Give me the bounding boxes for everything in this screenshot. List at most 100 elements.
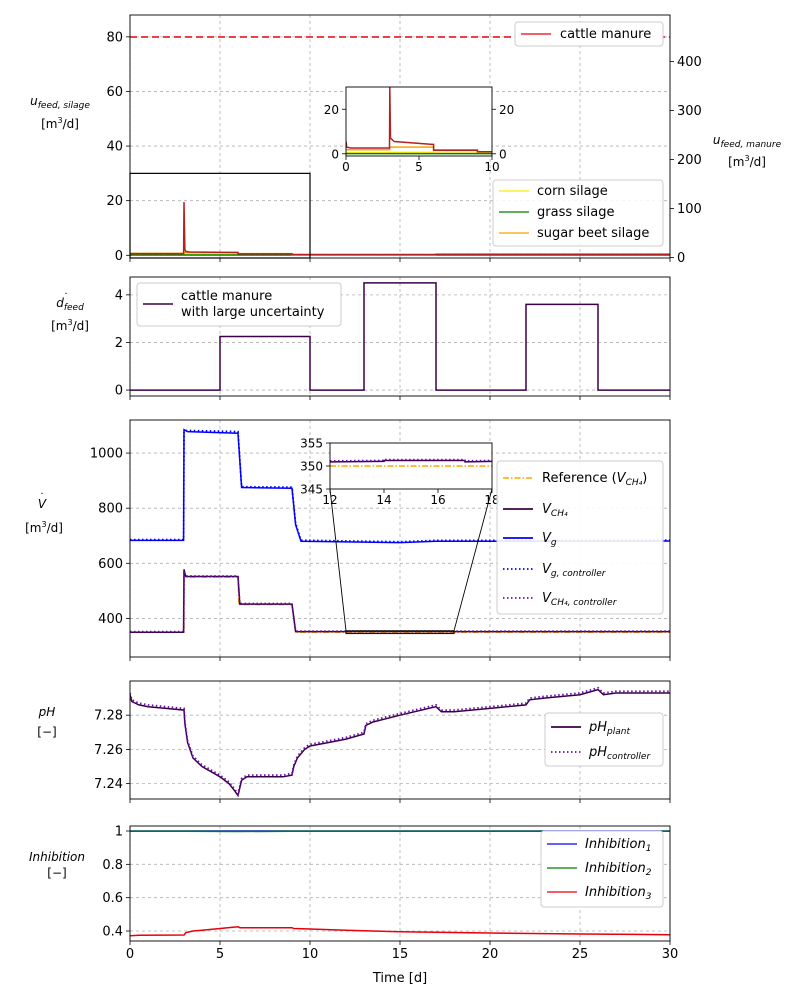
panel5-frame bbox=[129, 825, 671, 942]
panel1-ytick-right-label: 400 bbox=[677, 55, 702, 70]
panel1-series-4 bbox=[130, 201, 670, 256]
panel1-ylabel-main: u bbox=[30, 94, 38, 108]
panel1-ylabel-right: ufeed, manure [m3/d] bbox=[713, 133, 782, 169]
x-axis-label: Time [d] bbox=[372, 971, 427, 986]
panel5-ytick-label: 0.8 bbox=[102, 858, 123, 873]
svg-text:dfeed: dfeed bbox=[56, 296, 84, 313]
svg-text:Reference (VCH₄): Reference (VCH₄) bbox=[542, 471, 647, 488]
panel1-inset-series-group bbox=[346, 87, 492, 155]
panel2-ylabel: dfeed · [m3/d] bbox=[51, 289, 89, 333]
svg-text:[m3/d]: [m3/d] bbox=[41, 116, 79, 131]
panel1-ytick-right-label: 200 bbox=[677, 153, 702, 168]
panel1-ytick-right-label: 0 bbox=[677, 251, 685, 266]
panel5-xtick-label: 5 bbox=[216, 947, 224, 962]
panel2-ytick-label: 4 bbox=[115, 288, 123, 303]
svg-text:Inhibition1: Inhibition1 bbox=[585, 837, 651, 854]
svg-text:V: V bbox=[38, 497, 47, 511]
panel1-ytick-right-label: 300 bbox=[677, 104, 702, 119]
panel3-inset-axes: 12 14 16 18 345 350 355 bbox=[300, 437, 500, 508]
panel1-inset-background bbox=[346, 87, 492, 156]
panel4-series-1 bbox=[130, 686, 670, 797]
panel5-xtick-label: 0 bbox=[126, 947, 134, 962]
panel2-series-0 bbox=[130, 282, 670, 391]
panel1-inset-ytick-label: 0 bbox=[331, 147, 339, 161]
legend-corn-silage: corn silage bbox=[537, 184, 608, 199]
panel3-ytick-label: 400 bbox=[98, 612, 123, 627]
panel2-series-group bbox=[130, 282, 670, 391]
panel1-ytick-label: 20 bbox=[106, 194, 123, 209]
axes-layer: 020406080010020030040002440060080010007.… bbox=[90, 14, 702, 962]
panel3-inset-xtick-label: 18 bbox=[484, 493, 499, 507]
panel1-ytick-right-label: 100 bbox=[677, 202, 702, 217]
panel3-zoom-region bbox=[345, 630, 455, 635]
panel5-xtick-label: 25 bbox=[572, 947, 589, 962]
panel3-inset-series-group bbox=[330, 458, 492, 467]
svg-text:[−]: [−] bbox=[37, 725, 56, 739]
panel4-ytick-label: 7.28 bbox=[94, 709, 123, 724]
panel3-inset-xtick-label: 16 bbox=[430, 493, 445, 507]
panel2-legend: cattle manure with large uncertainty bbox=[136, 282, 342, 327]
panel3-inset-frame bbox=[329, 442, 493, 490]
svg-text:[m3/d]: [m3/d] bbox=[51, 318, 89, 333]
legend-cattle-manure: cattle manure bbox=[560, 27, 651, 42]
panel1-inset-series-3 bbox=[346, 87, 492, 153]
panel4-ytick-label: 7.24 bbox=[94, 777, 123, 792]
svg-text:Inhibition2: Inhibition2 bbox=[585, 861, 652, 878]
panel3-zoom-connector-right bbox=[453, 488, 493, 631]
svg-text:pH: pH bbox=[38, 705, 56, 719]
panel3-ytick-label: 800 bbox=[98, 502, 123, 517]
panel4-ylabel: pH [−] bbox=[37, 705, 56, 739]
panel1-inset-xtick-label: 0 bbox=[342, 160, 350, 174]
panel5-ylabel: Inhibition [−] bbox=[29, 850, 85, 880]
panel1-inset-ytick-right-label: 0 bbox=[499, 147, 507, 161]
panel5-ytick-label: 0.6 bbox=[102, 891, 123, 906]
panel1-zoom-region bbox=[129, 172, 311, 259]
panel5-xtick-label: 30 bbox=[662, 947, 679, 962]
legend-sugar-beet-silage: sugar beet silage bbox=[537, 226, 649, 241]
panel1-series-group bbox=[130, 36, 670, 256]
panel3-ytick-label: 1000 bbox=[90, 447, 123, 462]
svg-text:·: · bbox=[64, 289, 67, 300]
panel2-ytick-label: 2 bbox=[115, 336, 123, 351]
panel3-inset-xtick-label: 14 bbox=[376, 493, 391, 507]
panel3-ytick-label: 600 bbox=[98, 557, 123, 572]
panel5-xtick-label: 15 bbox=[392, 947, 409, 962]
svg-text:Inhibition3: Inhibition3 bbox=[585, 885, 652, 902]
panel3-inset-series-2 bbox=[330, 458, 492, 462]
legend-cattle-manure-uncertain-2: with large uncertainty bbox=[181, 305, 325, 320]
panel1-legend-manure: cattle manure bbox=[514, 21, 664, 47]
panel5-ytick-label: 0.4 bbox=[102, 925, 123, 940]
panel5-series-2 bbox=[130, 926, 670, 937]
svg-text:·: · bbox=[40, 489, 43, 500]
panel2-ytick-label: 0 bbox=[115, 384, 123, 399]
panel2-frame bbox=[129, 276, 671, 397]
panel1-ytick-label: 80 bbox=[106, 30, 123, 45]
panel1-ylabel: ufeed, silage [m3/d] bbox=[30, 94, 90, 131]
svg-text:ufeed, silage: ufeed, silage bbox=[30, 94, 90, 111]
svg-text:[m3/d]: [m3/d] bbox=[25, 520, 63, 535]
panel1-legend-silage: corn silage grass silage sugar beet sila… bbox=[492, 179, 664, 247]
panel3-frame bbox=[129, 419, 671, 658]
panel5-ytick-label: 1 bbox=[115, 825, 123, 840]
panel3-series-group bbox=[130, 428, 670, 633]
panel1-inset-ytick-right-label: 20 bbox=[499, 103, 514, 117]
svg-text:ufeed, manure: ufeed, manure bbox=[713, 133, 782, 150]
panel1-frame bbox=[129, 14, 671, 259]
panel3-ylabel: V · [m3/d] bbox=[25, 489, 63, 535]
legend-grass-silage: grass silage bbox=[537, 205, 614, 220]
panel3-series-2 bbox=[130, 428, 670, 544]
panel4-ytick-label: 7.26 bbox=[94, 743, 123, 758]
panel1-inset-xtick-label: 10 bbox=[484, 160, 499, 174]
panel3-legend: Reference (VCH₄) VCH₄ Vg Vg, controller … bbox=[496, 460, 664, 615]
panel3-inset-ytick-label: 350 bbox=[300, 460, 323, 474]
panel3-inset-ytick-label: 345 bbox=[300, 483, 323, 497]
svg-text:Inhibition: Inhibition bbox=[29, 850, 85, 864]
panel1-inset-xtick-label: 5 bbox=[415, 160, 423, 174]
panel5-xtick-label: 20 bbox=[482, 947, 499, 962]
panel4-legend: pHplant pHcontroller bbox=[544, 712, 664, 767]
panel1-ylabel-sub: feed, silage bbox=[38, 101, 91, 111]
panel1-ytick-label: 60 bbox=[106, 85, 123, 100]
legend-cattle-manure-uncertain-1: cattle manure bbox=[181, 289, 272, 304]
